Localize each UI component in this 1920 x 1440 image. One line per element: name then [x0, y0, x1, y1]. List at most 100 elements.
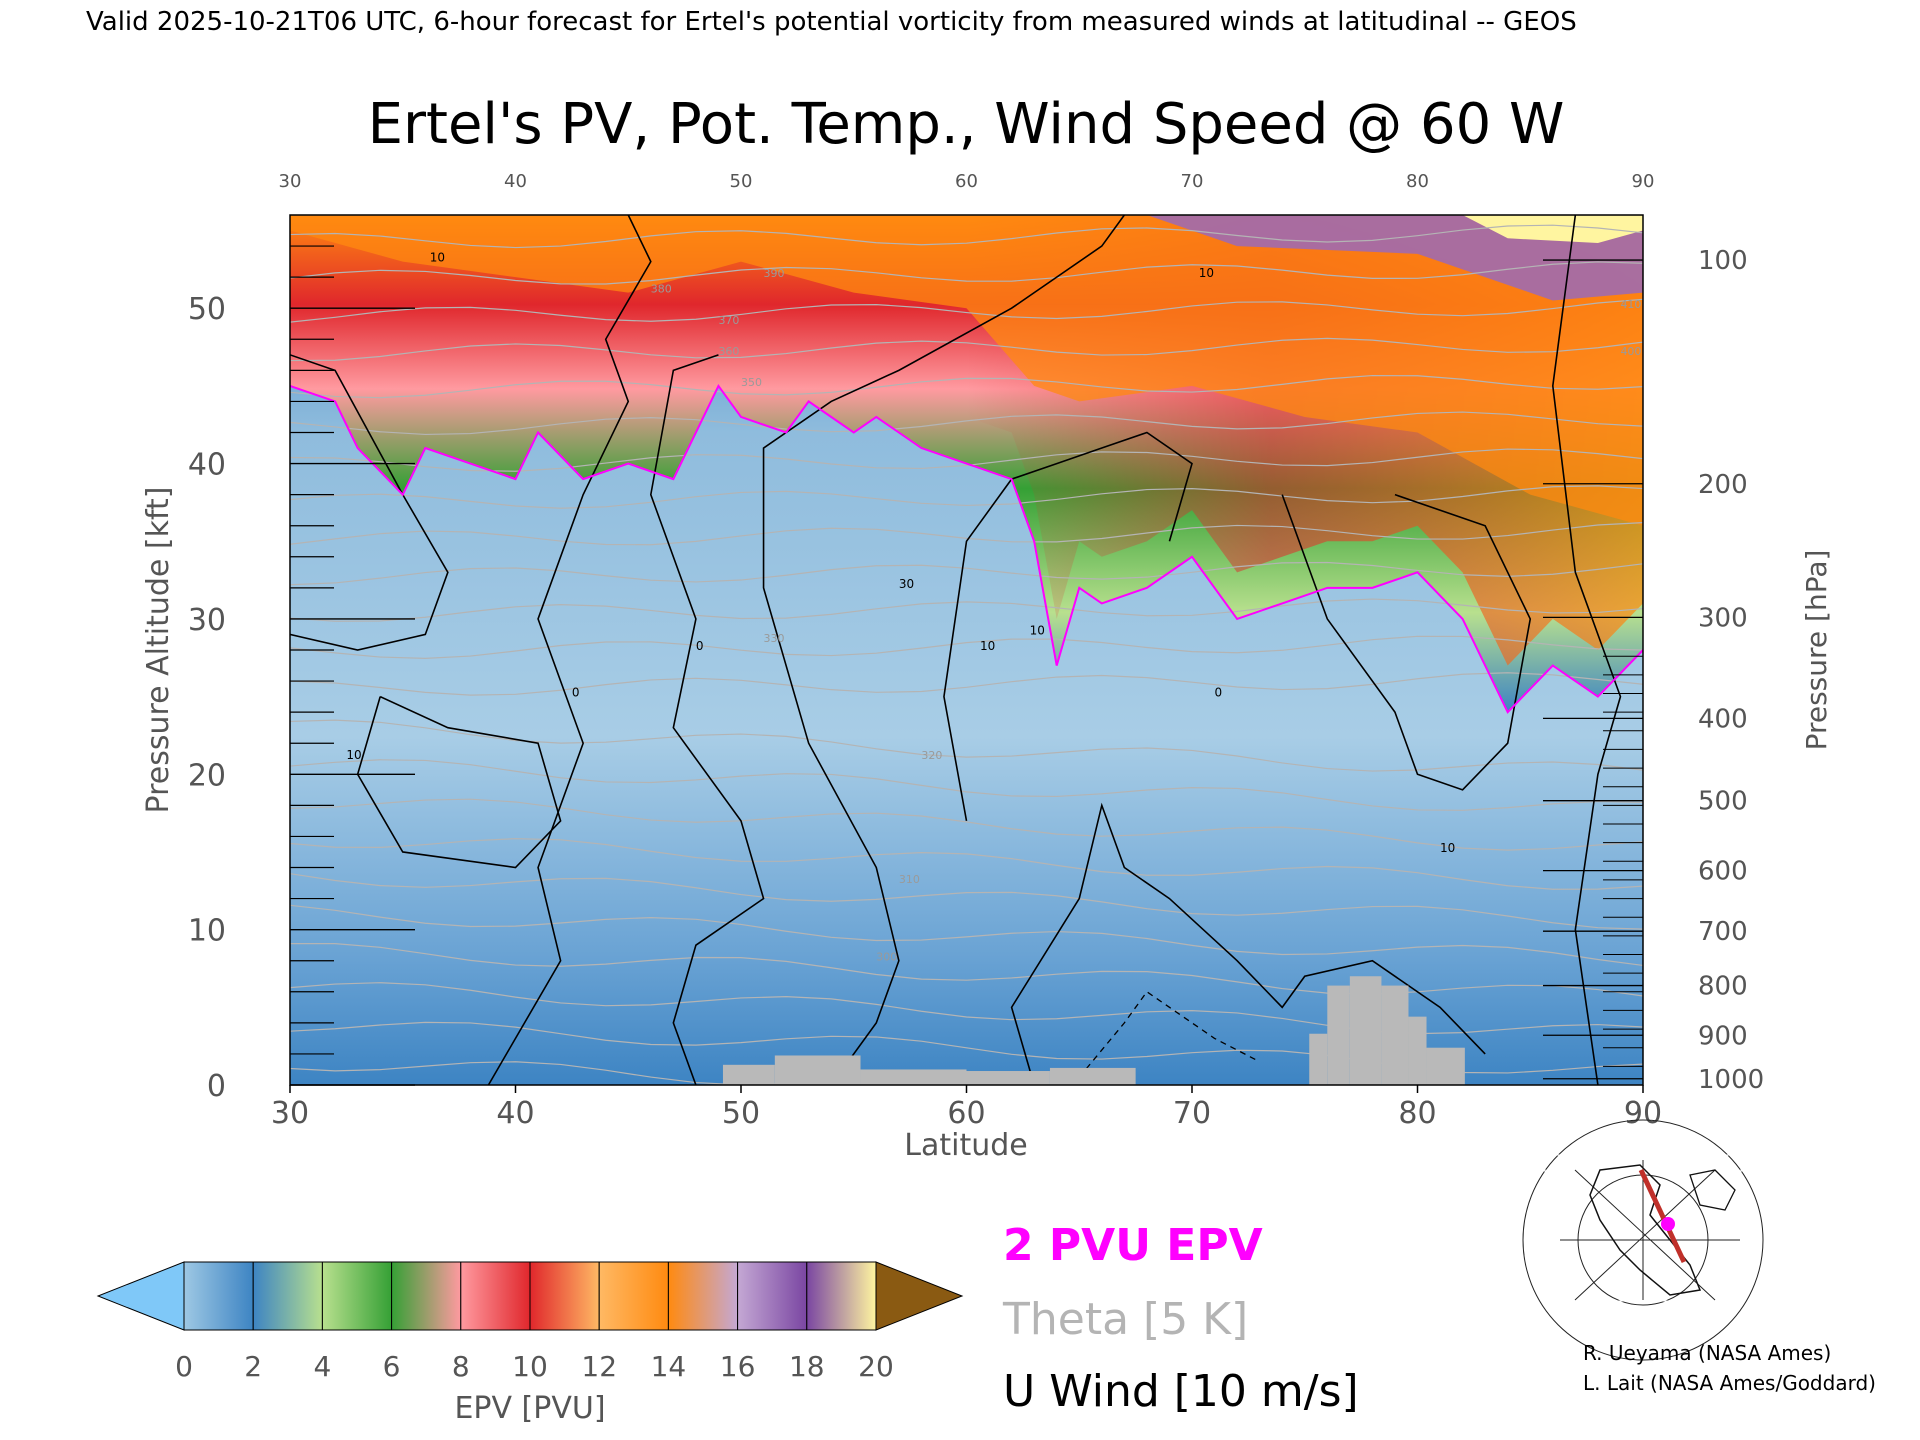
terrain-block: [1327, 985, 1350, 1085]
pressure-tick-label: 1000: [1698, 1065, 1764, 1095]
credit-line-2: L. Lait (NASA Ames/Goddard): [1583, 1371, 1876, 1395]
valid-time-line: Valid 2025-10-21T06 UTC, 6-hour forecast…: [86, 7, 1577, 37]
y-tick-label: 0: [207, 1069, 226, 1104]
theta-contour: [290, 838, 1643, 890]
upper-yellow-band: [1462, 215, 1643, 243]
wind-contour-negative: [1078, 990, 1260, 1078]
colorbar-segment: [460, 1261, 531, 1331]
wind-contours: [290, 215, 1622, 1085]
wind-contour-label: 10: [430, 251, 445, 265]
theta-contour: [290, 635, 1643, 659]
colorbar-max-arrow: [875, 1261, 964, 1331]
wind-contour: [1551, 215, 1622, 1085]
y-tick-label: 10: [188, 914, 226, 949]
theta-contour: [290, 904, 1643, 967]
inset-map: [1522, 1119, 1764, 1361]
pressure-tick-label: 600: [1698, 857, 1748, 887]
theta-contour-label: 360: [718, 345, 739, 358]
top-tick-label: 60: [955, 171, 978, 192]
top-tick-label: 90: [1632, 171, 1655, 192]
x-axis-top: 30 40 50 60 70 80 90: [279, 171, 1655, 192]
terrain-block: [1349, 976, 1382, 1085]
upper-orange-band: [290, 215, 1643, 526]
terrain-block: [1309, 1033, 1328, 1085]
top-tick-label: 40: [504, 171, 527, 192]
contour-labels: 3903803703603503303203103004104001001030…: [346, 251, 1641, 964]
colorbar-segment: [737, 1261, 808, 1331]
colorbar-tick-label: 16: [720, 1350, 756, 1383]
theta-contour-label: 310: [899, 873, 920, 886]
wind-contour: [290, 354, 449, 651]
x-tick-label: 60: [947, 1096, 985, 1131]
pressure-tick-label: 100: [1698, 246, 1748, 276]
theta-contour: [290, 719, 1643, 772]
x-tick-label: 70: [1173, 1096, 1211, 1131]
colorbar-segment: [321, 1261, 393, 1331]
terrain-block: [966, 1071, 1050, 1085]
theta-contour-label: 380: [651, 283, 672, 296]
wind-contour: [356, 695, 562, 869]
wind-contour: [649, 354, 765, 1085]
wind-contour: [762, 215, 1125, 1085]
y-axis-right: 100 200 300 400 500 600 700 800 900 1000: [1543, 246, 1764, 1095]
epv-colorbar: 0 2 4 6 8 10 12 14 16 18 20: [96, 1261, 964, 1383]
top-tick-label: 80: [1406, 171, 1429, 192]
y-axis-left-label: Pressure Altitude [kft]: [141, 487, 176, 814]
colorbar-segment: [598, 1261, 669, 1331]
colorbar-segment: [391, 1261, 462, 1331]
theta-contour-label: 390: [764, 267, 785, 280]
pressure-tick-label: 400: [1698, 704, 1748, 734]
theta-contour-label: 400: [1620, 345, 1641, 358]
plot-area: [290, 215, 1643, 1085]
wind-contour-label: 10: [980, 639, 995, 653]
colorbar-tick-label: 6: [383, 1350, 401, 1383]
pressure-tick-label: 200: [1698, 470, 1748, 500]
theta-contour: [290, 374, 1643, 399]
credit-line-1: R. Ueyama (NASA Ames): [1583, 1341, 1831, 1365]
colorbar-segment: [806, 1261, 877, 1331]
wind-contour-label: 0: [572, 686, 580, 700]
x-tick-label: 40: [496, 1096, 534, 1131]
pressure-tick-label: 900: [1698, 1021, 1748, 1051]
colorbar-tick-label: 18: [789, 1350, 825, 1383]
theta-contour-label: 300: [876, 951, 897, 964]
colorbar-tick-label: 0: [175, 1350, 193, 1383]
x-tick-label: 50: [722, 1096, 760, 1131]
theta-contour-label: 330: [764, 632, 785, 645]
legend-epv-label: 2 PVU EPV: [1003, 1220, 1263, 1271]
colorbar-tick-label: 10: [512, 1350, 548, 1383]
top-tick-label: 30: [279, 171, 302, 192]
pressure-tick-label: 500: [1698, 787, 1748, 817]
wind-contour: [487, 215, 652, 1085]
legend-wind-label: U Wind [10 m/s]: [1003, 1366, 1359, 1417]
theta-contour: [290, 759, 1643, 811]
wind-contour-label: 30: [899, 577, 914, 591]
wind-contour: [1281, 493, 1532, 791]
terrain-block: [774, 1055, 861, 1085]
theta-contour: [290, 448, 1643, 472]
terrain-block: [1426, 1047, 1465, 1085]
colorbar-segment: [667, 1261, 739, 1331]
terrain-block: [1408, 1016, 1427, 1085]
y-tick-label: 20: [188, 758, 226, 793]
epv-2pvu-line: [290, 383, 1643, 714]
y-axis-left: 0 10 20 30 40 50: [188, 245, 415, 1104]
wind-contour-label: 10: [1030, 623, 1045, 637]
colorbar-tick-label: 14: [651, 1350, 687, 1383]
terrain-block: [860, 1069, 967, 1085]
pressure-tick-label: 800: [1698, 972, 1748, 1002]
chart-title: Ertel's PV, Pot. Temp., Wind Speed @ 60 …: [368, 92, 1565, 157]
theta-contour: [290, 522, 1643, 546]
theta-contour-label: 320: [921, 749, 942, 762]
y-axis-right-label: Pressure [hPa]: [1800, 550, 1833, 751]
y-tick-label: 40: [188, 448, 226, 483]
wind-contour-label: 10: [346, 748, 361, 762]
wind-contour-label: 0: [1215, 686, 1223, 700]
x-axis-bottom: 30 40 50 60 70 80 90: [271, 1085, 1662, 1131]
wind-contour: [943, 431, 1193, 822]
x-axis-label: Latitude: [904, 1128, 1027, 1163]
colorbar-label: EPV [PVU]: [454, 1391, 605, 1426]
wind-contour-label: 10: [1440, 841, 1455, 855]
colorbar-tick-label: 8: [452, 1350, 470, 1383]
